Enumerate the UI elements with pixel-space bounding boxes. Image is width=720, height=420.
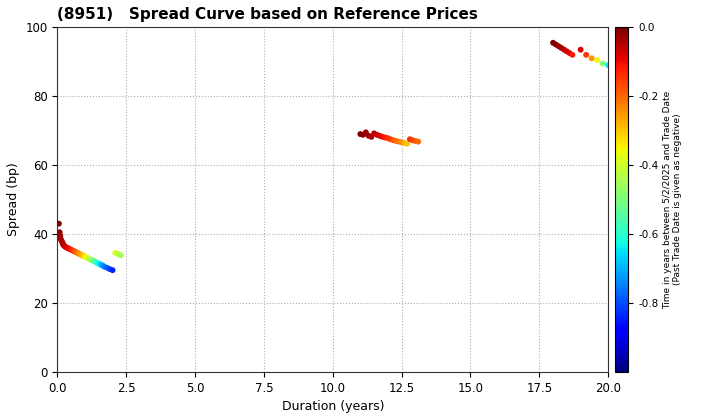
Point <box>393 138 405 145</box>
Point <box>84 255 95 262</box>
Point <box>586 55 598 62</box>
Point <box>407 137 418 144</box>
Point <box>76 252 88 259</box>
Point <box>88 257 99 264</box>
Point <box>60 244 71 250</box>
Point <box>360 129 372 136</box>
Point <box>550 41 562 48</box>
Point <box>603 62 614 68</box>
Point <box>75 251 86 258</box>
Point <box>55 232 66 239</box>
Point <box>410 138 421 144</box>
Point <box>580 52 592 58</box>
Point <box>58 243 70 249</box>
Y-axis label: Spread (bp): Spread (bp) <box>7 163 20 236</box>
Point <box>97 262 109 269</box>
Point <box>387 137 399 144</box>
Point <box>94 261 106 268</box>
Point <box>413 138 424 145</box>
Point <box>369 130 380 137</box>
Point <box>93 260 104 267</box>
Point <box>382 135 394 142</box>
X-axis label: Duration (years): Duration (years) <box>282 400 384 413</box>
Point <box>561 48 572 55</box>
Point <box>377 134 388 140</box>
Point <box>63 245 74 252</box>
Point <box>402 140 413 147</box>
Point <box>55 236 66 242</box>
Point <box>115 252 127 259</box>
Point <box>547 39 559 46</box>
Point <box>597 60 608 67</box>
Point <box>553 43 564 50</box>
Point <box>78 253 89 260</box>
Point <box>102 264 113 271</box>
Point <box>73 250 84 257</box>
Point <box>390 138 402 144</box>
Point <box>71 249 83 256</box>
Point <box>91 260 103 266</box>
Point <box>64 246 76 252</box>
Point <box>57 239 68 246</box>
Point <box>54 229 66 236</box>
Point <box>399 140 410 147</box>
Point <box>56 237 68 244</box>
Point <box>99 263 110 270</box>
Point <box>82 255 94 262</box>
Point <box>68 248 80 255</box>
Point <box>70 249 81 255</box>
Point <box>67 247 78 254</box>
Point <box>66 247 77 253</box>
Point <box>81 254 92 261</box>
Text: (8951)   Spread Curve based on Reference Prices: (8951) Spread Curve based on Reference P… <box>58 7 478 22</box>
Point <box>58 241 69 248</box>
Point <box>107 267 118 273</box>
Point <box>89 258 100 265</box>
Point <box>374 132 385 139</box>
Point <box>396 139 408 146</box>
Point <box>357 131 369 138</box>
Point <box>96 262 107 268</box>
Point <box>57 241 68 248</box>
Point <box>556 45 567 51</box>
Point <box>79 253 91 260</box>
Point <box>109 249 121 256</box>
Point <box>385 136 397 143</box>
Point <box>366 134 377 140</box>
Point <box>90 259 102 265</box>
Y-axis label: Time in years between 5/2/2025 and Trade Date
(Past Trade Date is given as negat: Time in years between 5/2/2025 and Trade… <box>662 90 682 309</box>
Point <box>567 52 578 58</box>
Point <box>558 46 570 53</box>
Point <box>564 50 575 56</box>
Point <box>379 134 391 141</box>
Point <box>112 251 124 257</box>
Point <box>61 244 73 251</box>
Point <box>104 266 115 273</box>
Point <box>363 132 374 139</box>
Point <box>591 57 603 63</box>
Point <box>575 46 586 53</box>
Point <box>85 256 96 263</box>
Point <box>354 131 366 137</box>
Point <box>53 220 65 227</box>
Point <box>73 251 85 257</box>
Point <box>404 136 415 143</box>
Point <box>371 131 382 138</box>
Point <box>86 257 98 263</box>
